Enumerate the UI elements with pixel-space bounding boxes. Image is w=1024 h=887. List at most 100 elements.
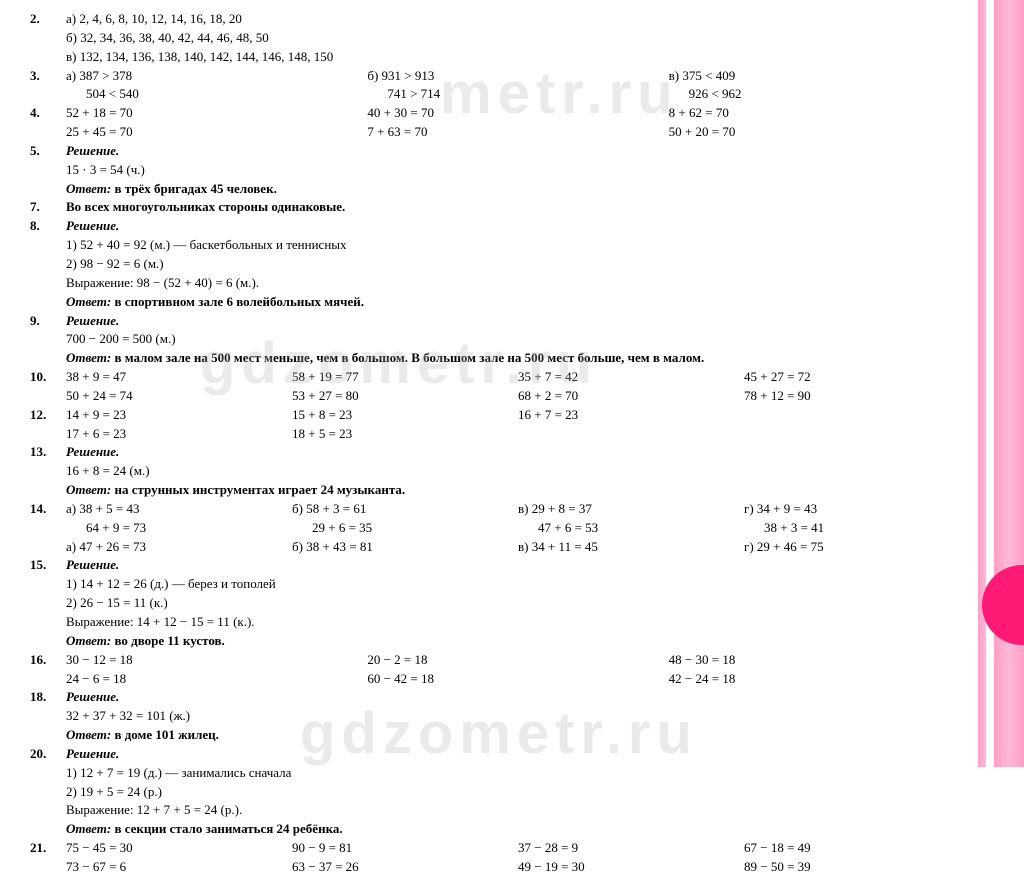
- calc: 700 − 200 = 500 (м.): [66, 330, 970, 349]
- cell: 47 + 6 = 53: [518, 519, 744, 538]
- cell: г) 34 + 9 = 43: [744, 500, 970, 519]
- solution-heading: Решение.: [66, 689, 119, 704]
- decorative-sidebar-thin: [978, 0, 986, 767]
- solution-heading: Решение.: [66, 218, 119, 233]
- answer-text: в спортивном зале 6 волейбольных мячей.: [111, 294, 364, 309]
- cell: 18 + 5 = 23: [292, 425, 518, 444]
- cell: в) 29 + 8 = 37: [518, 500, 744, 519]
- problem-number: 20.: [30, 745, 66, 839]
- cell: 37 − 28 = 9: [518, 839, 744, 858]
- solution-heading: Решение.: [66, 746, 119, 761]
- cell: в) 34 + 11 = 45: [518, 538, 744, 557]
- line: б) 32, 34, 36, 38, 40, 42, 44, 46, 48, 5…: [66, 29, 970, 48]
- solution-heading: Решение.: [66, 444, 119, 459]
- cell: 741 > 714: [367, 85, 668, 104]
- answer-label: Ответ:: [66, 350, 111, 365]
- line: Выражение: 14 + 12 − 15 = 11 (к.).: [66, 613, 970, 632]
- answer-text: в доме 101 жилец.: [111, 727, 219, 742]
- problem-13: 13. Решение. 16 + 8 = 24 (м.) Ответ: на …: [30, 443, 970, 500]
- problem-4: 4. 52 + 18 = 70 40 + 30 = 70 8 + 62 = 70…: [30, 104, 970, 142]
- cell: 63 − 37 = 26: [292, 858, 518, 877]
- cell: 17 + 6 = 23: [66, 425, 292, 444]
- problem-8: 8. Решение. 1) 52 + 40 = 92 (м.) — баске…: [30, 217, 970, 311]
- cell: 15 + 8 = 23: [292, 406, 518, 425]
- problem-number: 3.: [30, 67, 66, 105]
- problem-12: 12. 14 + 9 = 23 15 + 8 = 23 16 + 7 = 23 …: [30, 406, 970, 444]
- line: 1) 52 + 40 = 92 (м.) — баскетбольных и т…: [66, 236, 970, 255]
- line: в) 132, 134, 136, 138, 140, 142, 144, 14…: [66, 48, 970, 67]
- cell: 35 + 7 = 42: [518, 368, 744, 387]
- problem-number: 8.: [30, 217, 66, 311]
- answer-text: на струнных инструментах играет 24 музык…: [111, 482, 405, 497]
- problem-16: 16. 30 − 12 = 18 20 − 2 = 18 48 − 30 = 1…: [30, 651, 970, 689]
- answer-text: в трёх бригадах 45 человек.: [111, 181, 277, 196]
- line: Во всех многоугольниках стороны одинаков…: [66, 199, 345, 214]
- problem-14: 14. а) 38 + 5 = 43 б) 58 + 3 = 61 в) 29 …: [30, 500, 970, 557]
- answer-label: Ответ:: [66, 482, 111, 497]
- cell: 68 + 2 = 70: [518, 387, 744, 406]
- problem-number: 10.: [30, 368, 66, 406]
- problem-21: 21. 75 − 45 = 30 90 − 9 = 81 37 − 28 = 9…: [30, 839, 970, 877]
- cell: 24 − 6 = 18: [66, 670, 367, 689]
- calc: 15 · 3 = 54 (ч.): [66, 161, 970, 180]
- problem-number: 15.: [30, 556, 66, 650]
- cell: 38 + 3 = 41: [744, 519, 970, 538]
- problem-number: 18.: [30, 688, 66, 745]
- problem-number: 16.: [30, 651, 66, 689]
- problem-15: 15. Решение. 1) 14 + 12 = 26 (д.) — бере…: [30, 556, 970, 650]
- cell: б) 38 + 43 = 81: [292, 538, 518, 557]
- answer-label: Ответ:: [66, 821, 111, 836]
- cell: 52 + 18 = 70: [66, 104, 367, 123]
- solution-heading: Решение.: [66, 313, 119, 328]
- cell: 78 + 12 = 90: [744, 387, 970, 406]
- cell: 8 + 62 = 70: [669, 104, 970, 123]
- answer-label: Ответ:: [66, 181, 111, 196]
- cell: а) 47 + 26 = 73: [66, 538, 292, 557]
- decorative-sidebar-gap: [986, 0, 994, 767]
- calc: 32 + 37 + 32 = 101 (ж.): [66, 707, 970, 726]
- line: 1) 14 + 12 = 26 (д.) — берез и тополей: [66, 575, 970, 594]
- answer-text: в секции стало заниматься 24 ребёнка.: [111, 821, 342, 836]
- answer-label: Ответ:: [66, 294, 111, 309]
- line: 2) 26 − 15 = 11 (к.): [66, 594, 970, 613]
- cell: 73 − 67 = 6: [66, 858, 292, 877]
- line: 2) 19 + 5 = 24 (р.): [66, 783, 970, 802]
- cell: б) 58 + 3 = 61: [292, 500, 518, 519]
- cell: а) 38 + 5 = 43: [66, 500, 292, 519]
- problem-3: 3. а) 387 > 378 б) 931 > 913 в) 375 < 40…: [30, 67, 970, 105]
- line: Выражение: 98 − (52 + 40) = 6 (м.).: [66, 274, 970, 293]
- problem-number: 4.: [30, 104, 66, 142]
- cell: 58 + 19 = 77: [292, 368, 518, 387]
- calc: 16 + 8 = 24 (м.): [66, 462, 970, 481]
- cell: 25 + 45 = 70: [66, 123, 367, 142]
- cell: в) 375 < 409: [669, 67, 970, 86]
- problem-5: 5. Решение. 15 · 3 = 54 (ч.) Ответ: в тр…: [30, 142, 970, 199]
- line: Выражение: 12 + 7 + 5 = 24 (р.).: [66, 801, 970, 820]
- cell: 20 − 2 = 18: [367, 651, 668, 670]
- decorative-sidebar: [994, 0, 1024, 767]
- cell: 90 − 9 = 81: [292, 839, 518, 858]
- problem-20: 20. Решение. 1) 12 + 7 = 19 (д.) — заним…: [30, 745, 970, 839]
- solution-heading: Решение.: [66, 143, 119, 158]
- cell: 42 − 24 = 18: [669, 670, 970, 689]
- line: а) 2, 4, 6, 8, 10, 12, 14, 16, 18, 20: [66, 10, 970, 29]
- cell: 64 + 9 = 73: [66, 519, 292, 538]
- cell: 50 + 24 = 74: [66, 387, 292, 406]
- solution-heading: Решение.: [66, 557, 119, 572]
- cell: 53 + 27 = 80: [292, 387, 518, 406]
- problem-2: 2. а) 2, 4, 6, 8, 10, 12, 14, 16, 18, 20…: [30, 10, 970, 67]
- answer-label: Ответ:: [66, 727, 111, 742]
- problem-10: 10. 38 + 9 = 47 58 + 19 = 77 35 + 7 = 42…: [30, 368, 970, 406]
- problem-number: 5.: [30, 142, 66, 199]
- cell: а) 387 > 378: [66, 67, 367, 86]
- cell: 926 < 962: [669, 85, 970, 104]
- cell: 89 − 50 = 39: [744, 858, 970, 877]
- cell: 50 + 20 = 70: [669, 123, 970, 142]
- problem-number: 14.: [30, 500, 66, 557]
- cell: 75 − 45 = 30: [66, 839, 292, 858]
- problem-number: 13.: [30, 443, 66, 500]
- problem-number: 7.: [30, 198, 66, 217]
- problem-number: 12.: [30, 406, 66, 444]
- problem-9: 9. Решение. 700 − 200 = 500 (м.) Ответ: …: [30, 312, 970, 369]
- cell: 67 − 18 = 49: [744, 839, 970, 858]
